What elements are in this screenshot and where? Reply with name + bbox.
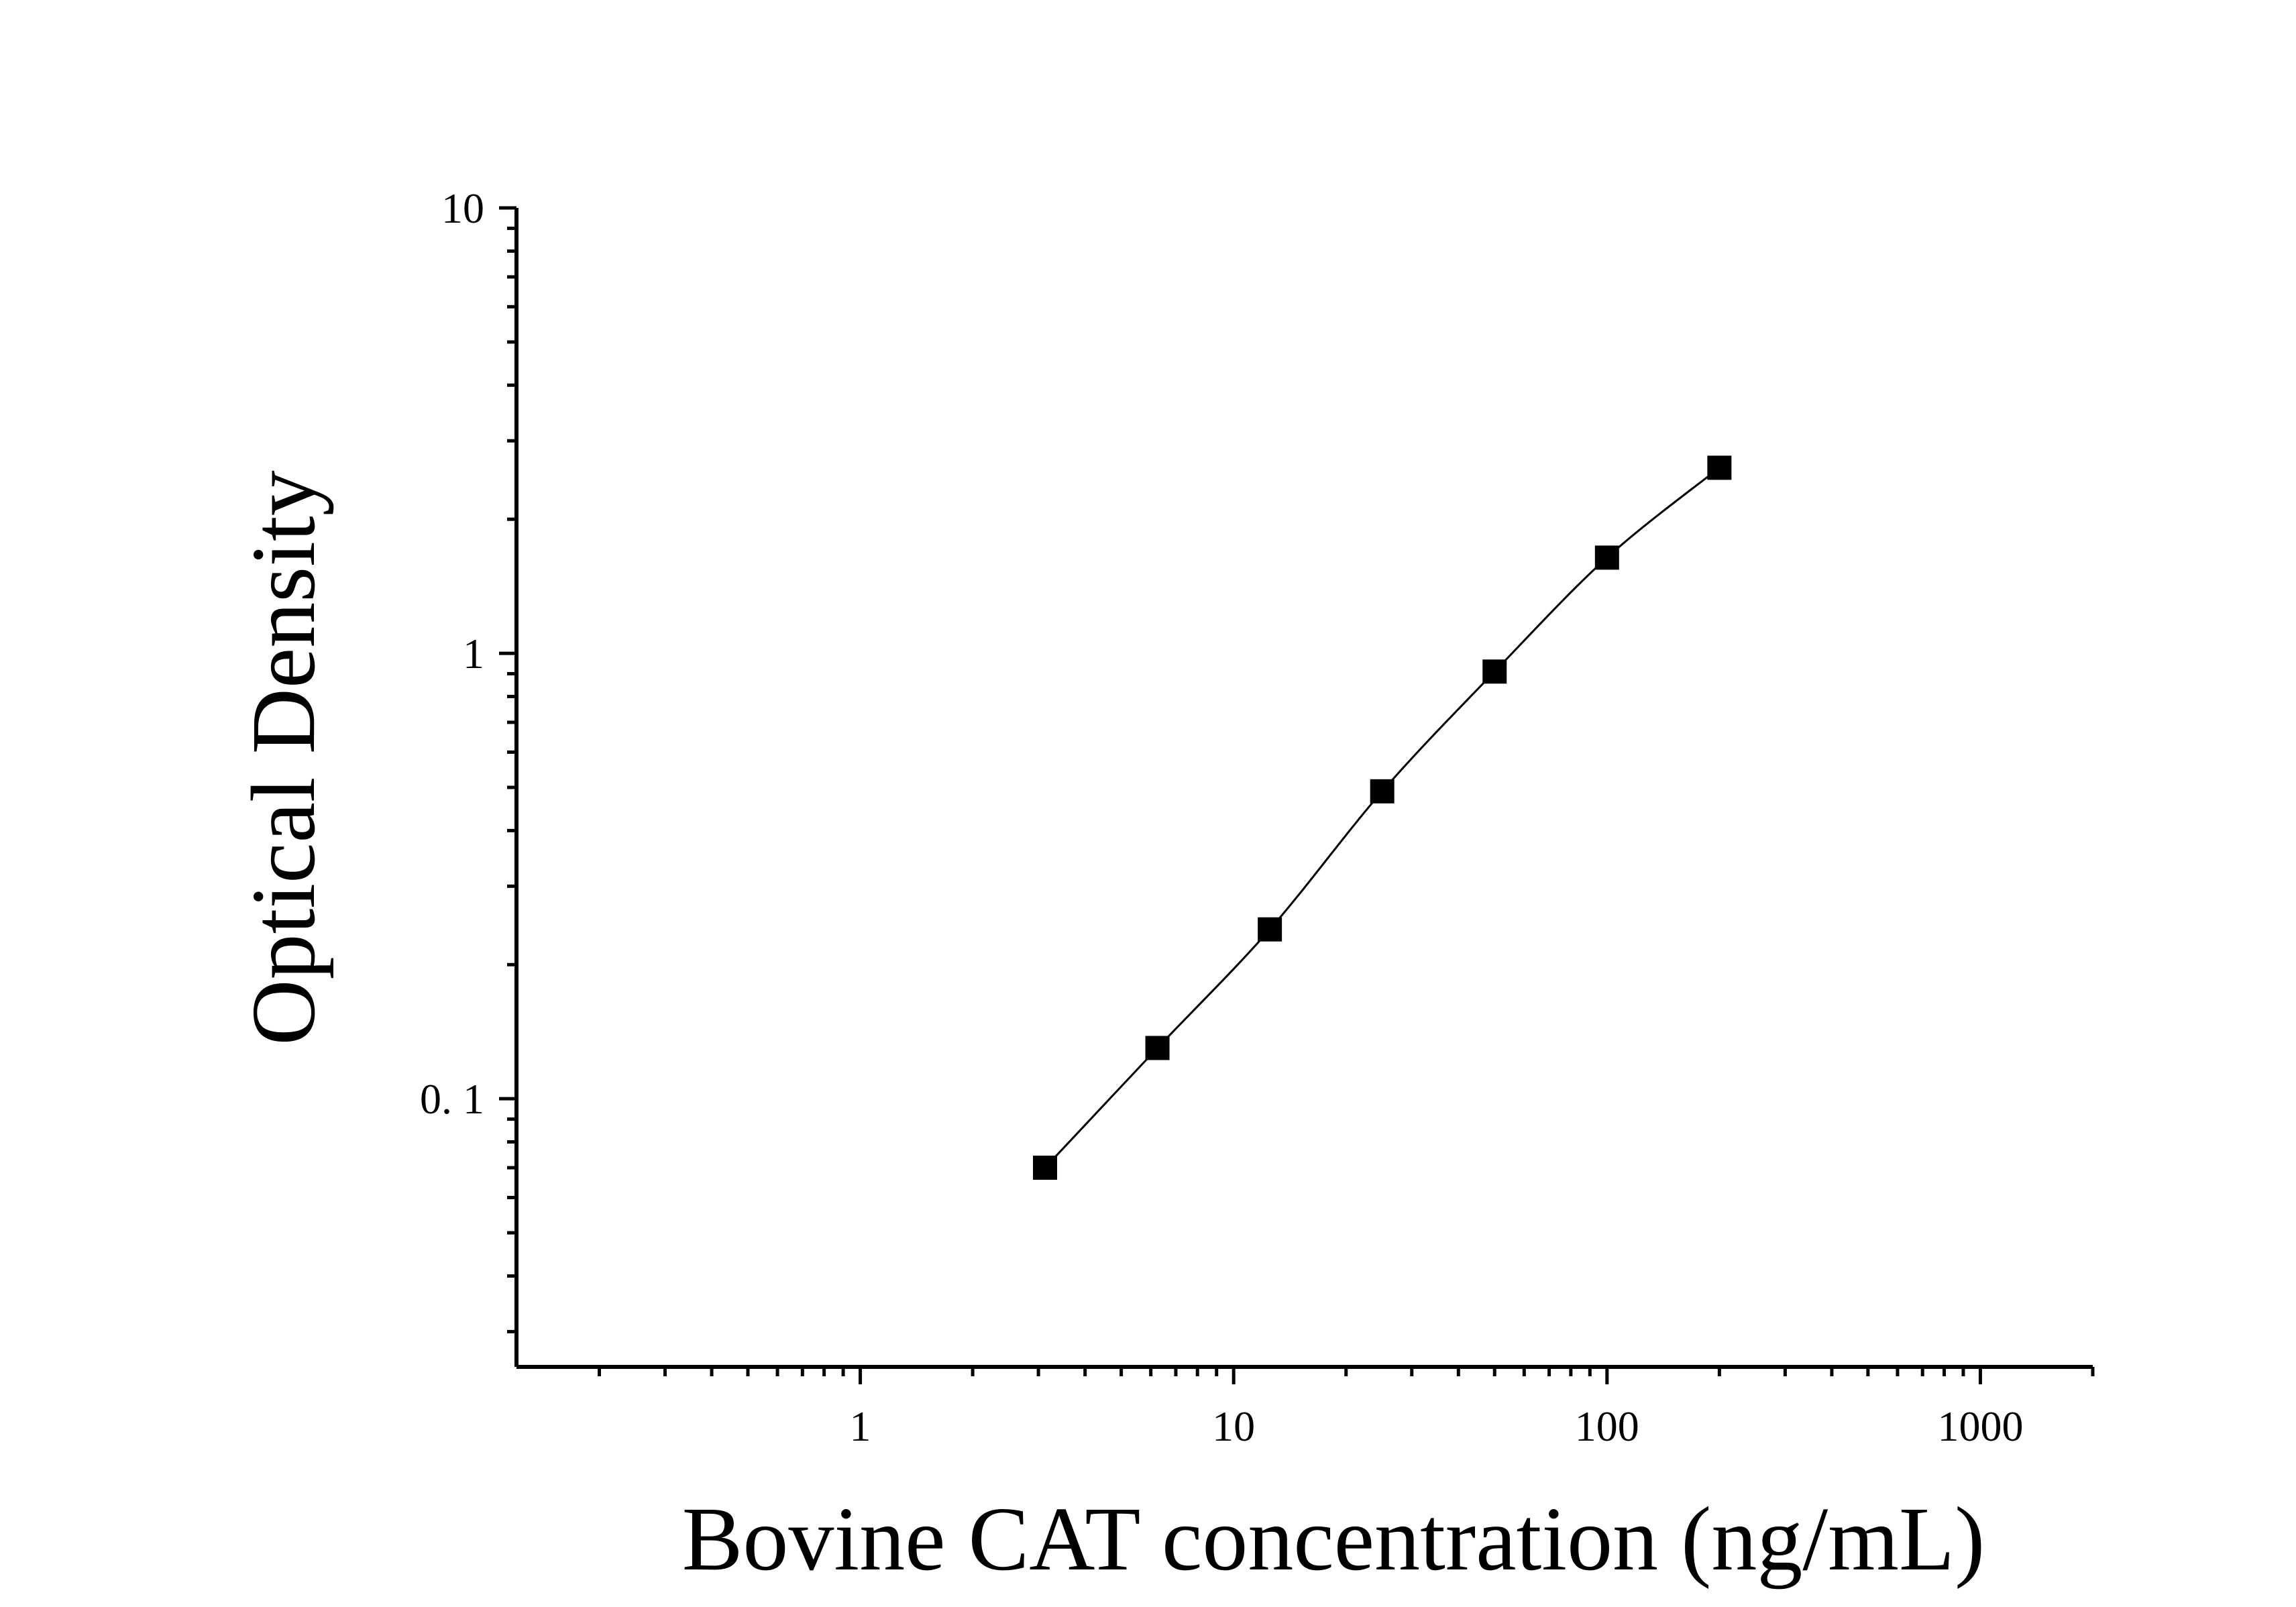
data-point bbox=[1594, 545, 1619, 570]
x-tick-label: 1 bbox=[850, 1402, 871, 1450]
data-points bbox=[1033, 455, 1732, 1180]
data-point bbox=[1707, 455, 1732, 480]
x-tick-label: 100 bbox=[1575, 1402, 1639, 1450]
data-point bbox=[1370, 779, 1395, 804]
data-point bbox=[1145, 1036, 1170, 1060]
x-tick-label: 1000 bbox=[1937, 1402, 2023, 1450]
fit-curve-layer bbox=[1044, 467, 1720, 1169]
y-tick-label: 1 bbox=[463, 630, 484, 677]
fit-curve bbox=[1044, 467, 1720, 1169]
data-point bbox=[1482, 659, 1507, 684]
y-tick-label: 10 bbox=[441, 184, 484, 232]
x-axis-title: Bovine CAT concentration (ng/mL) bbox=[682, 1489, 1985, 1590]
y-axis-title: Optical Density bbox=[233, 470, 334, 1045]
axes: 1 10 100 1000 0. 1 1 10 bbox=[420, 184, 2095, 1450]
x-tick-label: 10 bbox=[1212, 1402, 1255, 1450]
data-point bbox=[1033, 1156, 1058, 1180]
data-point bbox=[1258, 917, 1282, 942]
y-tick-label: 0. 1 bbox=[420, 1075, 484, 1123]
